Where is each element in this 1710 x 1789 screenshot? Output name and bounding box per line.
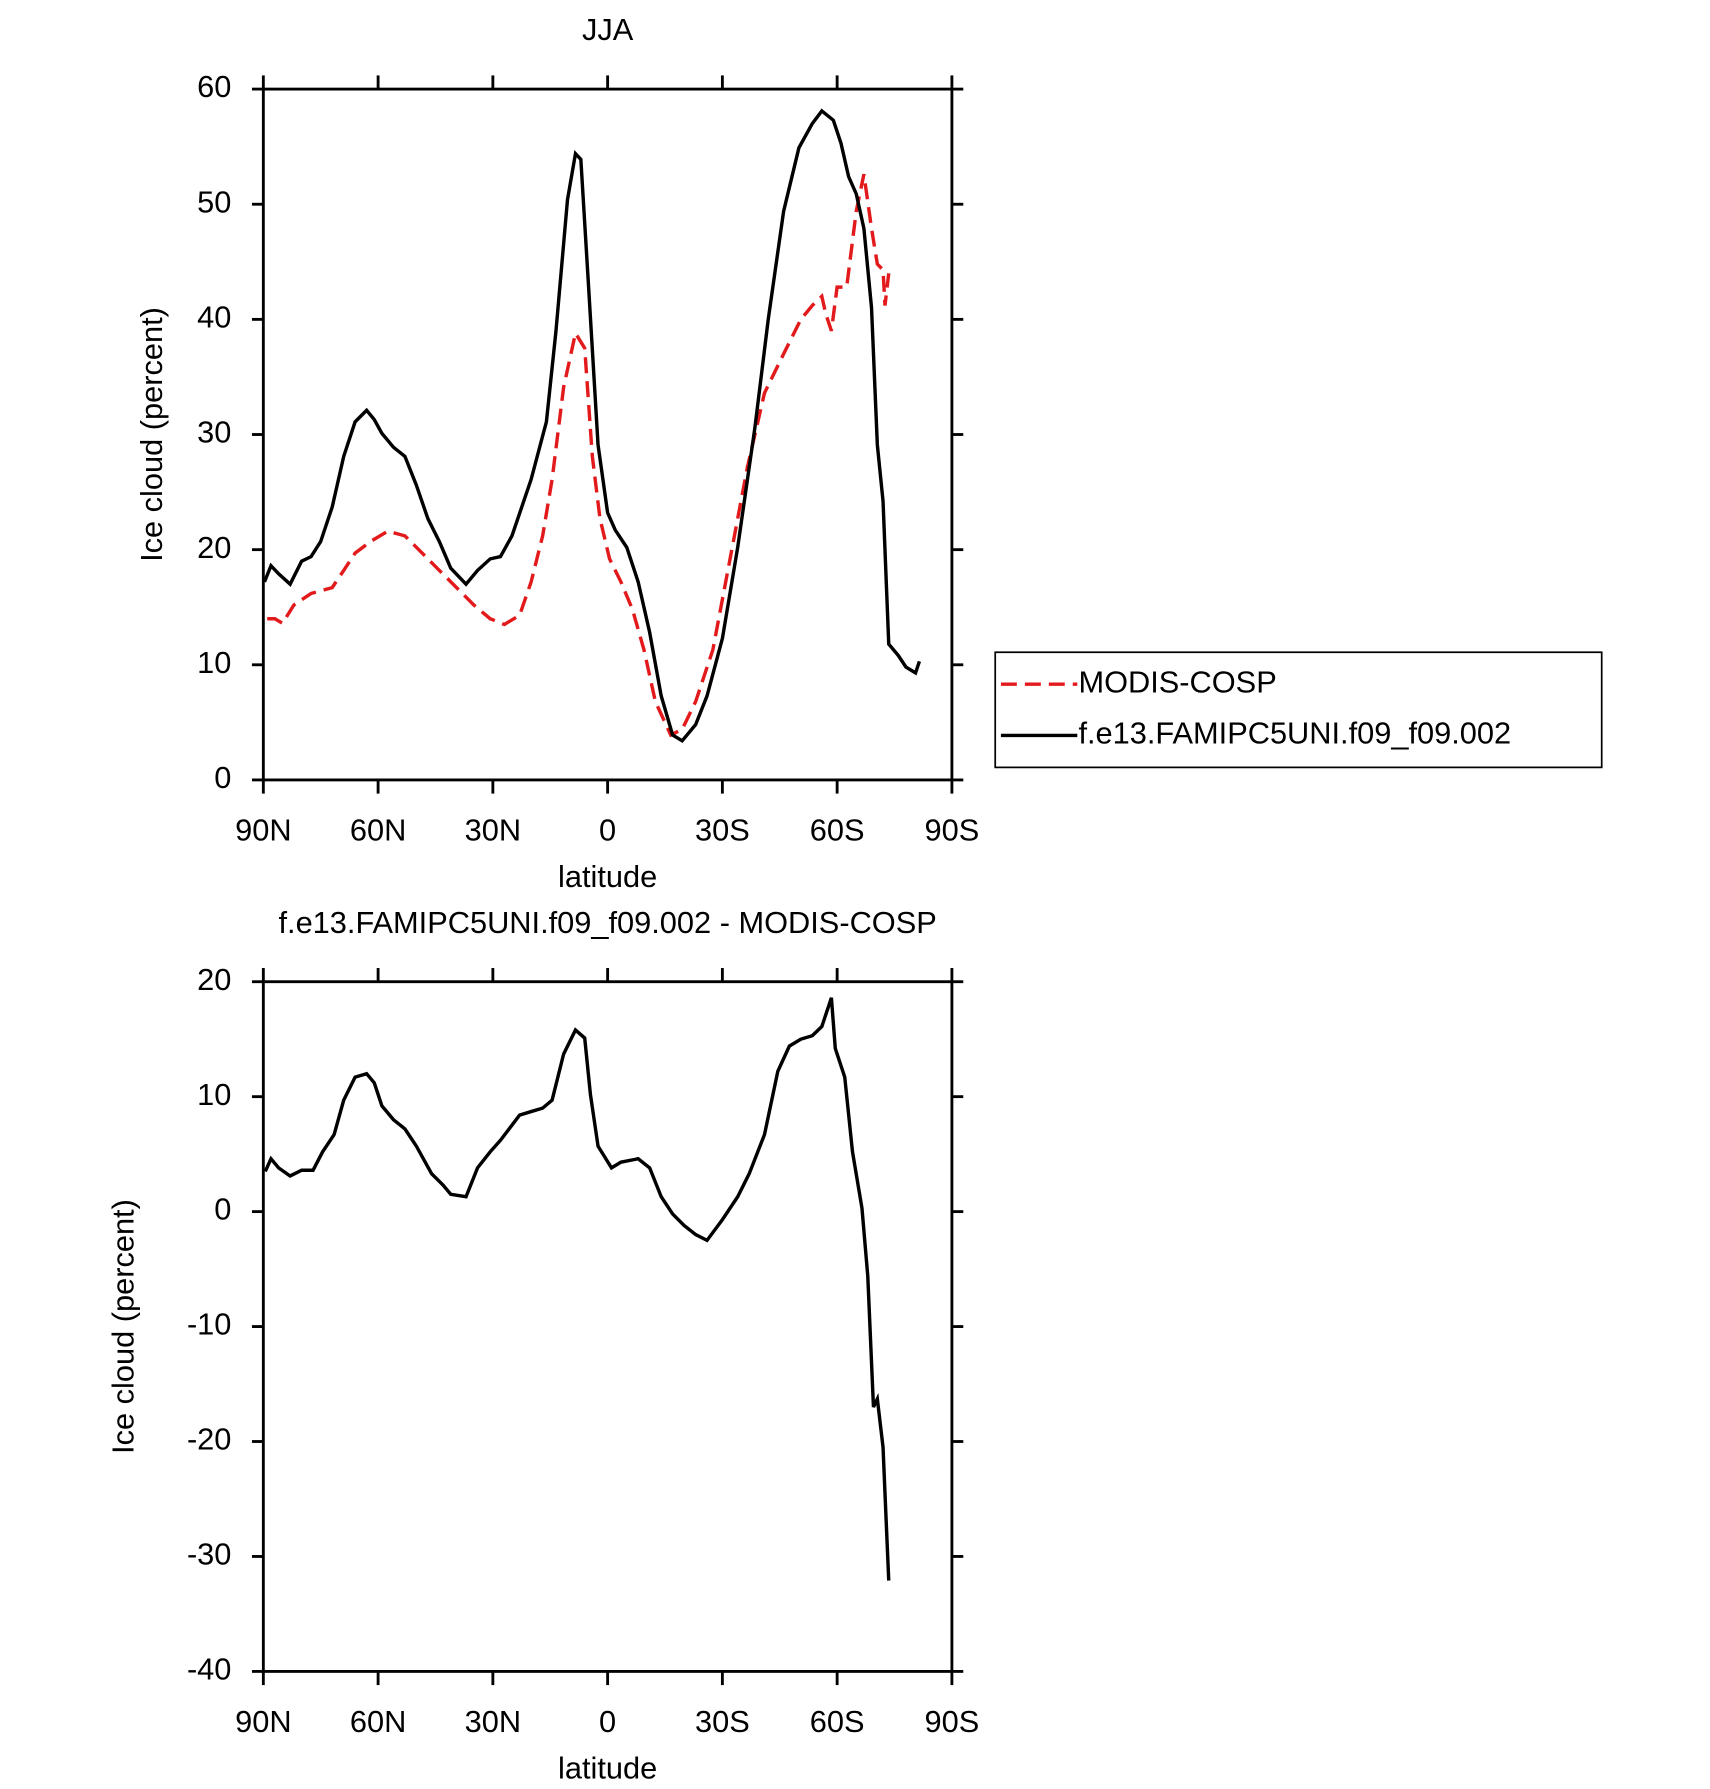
x-tick-label: 60N [350,1704,406,1739]
plot-frame [261,87,954,782]
plot-frame [261,980,954,1673]
data-line [262,108,922,744]
y-tick-label: -40 [187,1652,231,1687]
y-axis-label: Ice cloud (percent) [106,1199,141,1454]
y-tick-label: 0 [214,760,231,795]
x-tick-label: 60N [350,812,406,847]
x-tick-label: 30N [465,1704,521,1739]
y-tick-label: 10 [197,645,231,680]
y-tick-label: 10 [197,1077,231,1112]
data-line [267,173,891,738]
x-axis-label: latitude [558,1751,657,1786]
x-tick-label: 60S [810,1704,865,1739]
y-tick-label: 20 [197,530,231,565]
x-axis-label: latitude [558,859,657,894]
x-tick-label: 90N [235,1704,291,1739]
x-tick-label: 0 [599,1704,616,1739]
y-tick-label: -10 [187,1307,231,1342]
x-tick-label: 60S [810,812,865,847]
legend-box [994,651,1603,769]
x-tick-label: 90S [925,812,980,847]
x-tick-label: 90S [925,1704,980,1739]
x-tick-label: 0 [599,812,616,847]
x-tick-label: 30N [465,812,521,847]
y-tick-label: 30 [197,415,231,450]
legend-label: f.e13.FAMIPC5UNI.f09_f09.002 [1078,716,1511,751]
chart-title: f.e13.FAMIPC5UNI.f09_f09.002 - MODIS-COS… [278,905,936,940]
y-tick-label: 20 [197,962,231,997]
y-tick-label: -20 [187,1422,231,1457]
chart-title: JJA [582,12,634,47]
y-tick-label: 60 [197,69,231,104]
y-tick-label: -30 [187,1537,231,1572]
y-tick-label: 50 [197,184,231,219]
x-tick-label: 30S [695,812,750,847]
legend-label: MODIS-COSP [1078,664,1276,699]
x-tick-label: 90N [235,812,291,847]
y-axis-label: Ice cloud (percent) [134,307,169,562]
data-line [263,997,891,1581]
y-tick-label: 40 [197,299,231,334]
x-tick-label: 30S [695,1704,750,1739]
y-tick-label: 0 [214,1192,231,1227]
